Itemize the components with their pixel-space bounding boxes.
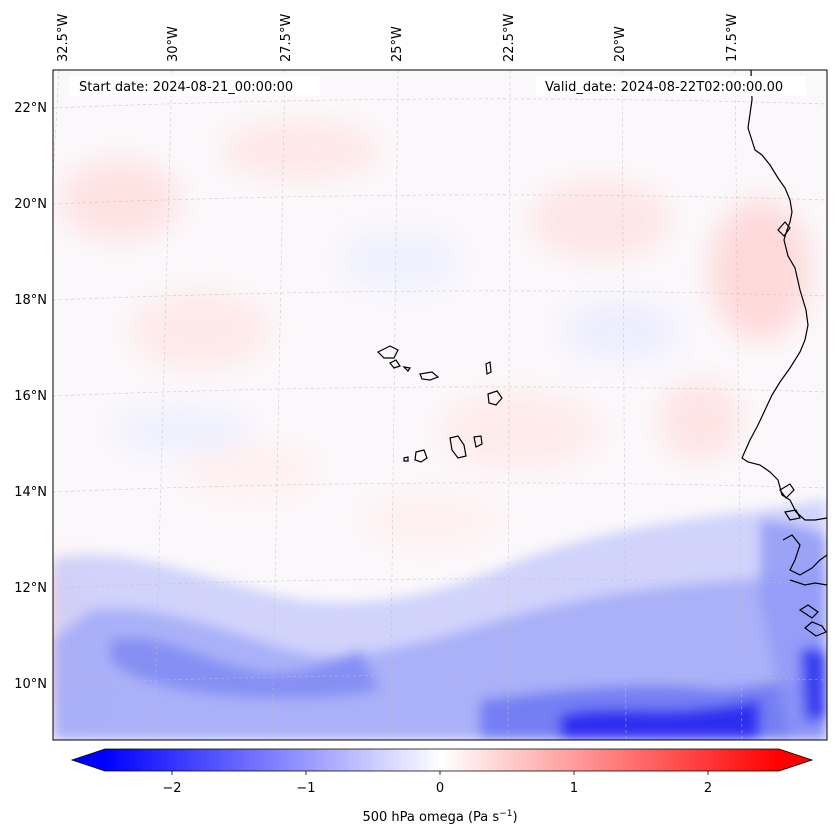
lat-label-14n: 14°N	[14, 485, 47, 500]
graticule	[53, 70, 827, 740]
lon-label-30w: 30°W	[166, 26, 181, 62]
lat-label-20n: 20°N	[14, 197, 47, 212]
valid-date-text: Valid_date: 2024-08-22T02:00:00.00	[545, 80, 783, 95]
colorbar-min-extend	[72, 749, 105, 771]
colorbar: −2 −1 0 1 2 500 hPa omega (Pa s−1)	[70, 748, 814, 825]
cabo-verde-santiago	[449, 435, 467, 459]
map-panel	[53, 70, 827, 740]
valid-date-box	[536, 76, 806, 96]
map-frame	[52, 69, 828, 741]
coastline	[376, 70, 827, 637]
lon-label-22-5w: 22.5°W	[502, 14, 517, 62]
lat-label-16n: 16°N	[14, 389, 47, 404]
colorbar-tick-1: 1	[570, 781, 578, 796]
colorbar-ticks	[171, 771, 709, 775]
lon-label-20w: 20°W	[613, 26, 628, 62]
latitude-labels: 22°N 20°N 18°N 16°N 14°N 12°N 10°N	[14, 101, 47, 692]
colorbar-max-extend	[779, 749, 812, 771]
lat-label-18n: 18°N	[14, 293, 47, 308]
lon-label-25w: 25°W	[390, 26, 405, 62]
start-date-text: Start date: 2024-08-21_00:00:00	[79, 80, 293, 95]
colorbar-tick-neg2: −2	[162, 781, 181, 796]
lon-label-32-5w: 32.5°W	[56, 14, 71, 62]
colorbar-tick-neg1: −1	[296, 781, 315, 796]
west-africa-coast	[741, 70, 827, 521]
colorbar-tick-2: 2	[704, 781, 712, 796]
cabo-verde-santo-antao	[376, 345, 399, 359]
omega-field	[53, 120, 827, 740]
lat-label-22n: 22°N	[14, 101, 47, 116]
longitude-labels: 32.5°W 30°W 27.5°W 25°W 22.5°W 20°W 17.5…	[56, 14, 740, 62]
lat-label-10n: 10°N	[14, 677, 47, 692]
colorbar-outline	[70, 748, 814, 772]
lat-label-12n: 12°N	[14, 581, 47, 596]
colorbar-label: 500 hPa omega (Pa s−1)	[362, 809, 517, 825]
start-date-box	[70, 76, 320, 96]
colorbar-gradient	[105, 749, 779, 771]
lon-label-17-5w: 17.5°W	[725, 14, 740, 62]
colorbar-tick-0: 0	[436, 781, 444, 796]
lon-label-27-5w: 27.5°W	[279, 14, 294, 62]
